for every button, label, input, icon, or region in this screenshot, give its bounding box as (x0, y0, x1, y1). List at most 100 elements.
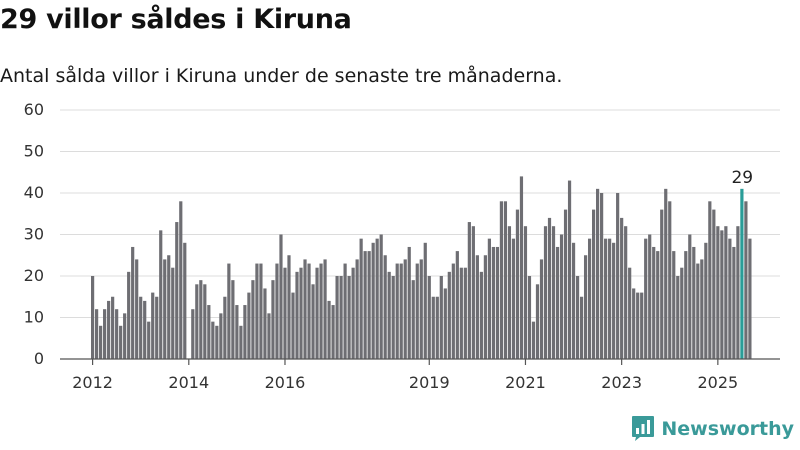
bar (539, 259, 544, 359)
bar (427, 276, 431, 359)
bar (547, 217, 552, 359)
bar (171, 267, 175, 359)
bar (95, 309, 99, 359)
bar (632, 288, 636, 359)
bar (507, 226, 512, 359)
y-tick-label: 20 (24, 266, 44, 285)
bar (119, 325, 123, 359)
x-axis-ticks: 2012 2014 2016 2019 2021 2023 2025 (72, 359, 738, 392)
bar (475, 255, 479, 359)
bar (223, 296, 227, 359)
bar (616, 193, 620, 359)
bar (431, 296, 435, 359)
bar (103, 309, 107, 359)
bar (239, 325, 243, 359)
bar (579, 296, 584, 359)
y-tick-label: 60 (24, 100, 44, 119)
bar (644, 238, 648, 359)
bar (231, 280, 235, 359)
bar (215, 325, 219, 359)
bar (652, 246, 656, 359)
bar (355, 259, 359, 359)
bar (648, 234, 652, 359)
bar (167, 255, 171, 359)
x-tick-label: 2021 (505, 373, 546, 392)
bar (199, 280, 203, 359)
bar (583, 255, 588, 359)
x-tick-label: 2019 (409, 373, 450, 392)
bar (331, 305, 335, 359)
bar (387, 271, 391, 359)
bar (299, 267, 303, 359)
bar (367, 251, 371, 359)
bar (600, 193, 604, 359)
bar (263, 288, 267, 359)
bar (459, 267, 463, 359)
bar (708, 201, 712, 359)
bar (247, 292, 251, 359)
newsworthy-logo: Newsworthy (631, 415, 794, 442)
x-tick-label: 2012 (72, 373, 113, 392)
bar (131, 246, 135, 359)
bar (467, 222, 471, 359)
bar (175, 222, 179, 359)
bar (515, 209, 520, 359)
bar (415, 263, 419, 359)
bar (479, 271, 483, 359)
bar (587, 238, 592, 359)
bar (575, 276, 580, 359)
bar (535, 284, 540, 359)
bar (323, 259, 327, 359)
bar (511, 238, 516, 359)
logo-text: Newsworthy (661, 417, 794, 440)
bar (291, 292, 295, 359)
bar (435, 296, 439, 359)
bar (411, 280, 415, 359)
bar (335, 276, 339, 359)
bar (487, 238, 491, 359)
bar (111, 296, 115, 359)
bar (407, 246, 411, 359)
data-labels: 29 (730, 166, 755, 189)
bar (519, 176, 524, 359)
y-tick-label: 30 (24, 225, 44, 244)
bar (672, 251, 676, 359)
bar (455, 251, 459, 359)
bar (624, 226, 628, 359)
bar (463, 267, 467, 359)
bar (559, 234, 564, 359)
bar (543, 226, 548, 359)
bar (608, 238, 612, 359)
bar (315, 267, 319, 359)
bar (720, 230, 724, 359)
bar (195, 284, 199, 359)
bar (716, 226, 720, 359)
bar (319, 263, 323, 359)
y-tick-label: 40 (24, 183, 44, 202)
x-tick-label: 2016 (265, 373, 306, 392)
bar (499, 201, 504, 359)
bar (227, 263, 231, 359)
newsworthy-bar-icon (632, 416, 655, 441)
bar (668, 201, 672, 359)
bar (676, 276, 680, 359)
x-tick-label: 2025 (697, 373, 738, 392)
bar (680, 267, 684, 359)
bar (523, 226, 528, 359)
bar (115, 309, 119, 359)
bar (491, 246, 495, 359)
bar (696, 263, 700, 359)
bar (391, 276, 395, 359)
bar (567, 180, 572, 359)
bar (700, 259, 704, 359)
bar (612, 242, 616, 359)
bar (712, 209, 716, 359)
bar (155, 296, 159, 359)
bar (147, 321, 151, 359)
bar (620, 217, 624, 359)
bar (471, 226, 475, 359)
bar (351, 267, 355, 359)
bar (251, 280, 255, 359)
bar (219, 313, 223, 359)
bar (327, 300, 331, 359)
